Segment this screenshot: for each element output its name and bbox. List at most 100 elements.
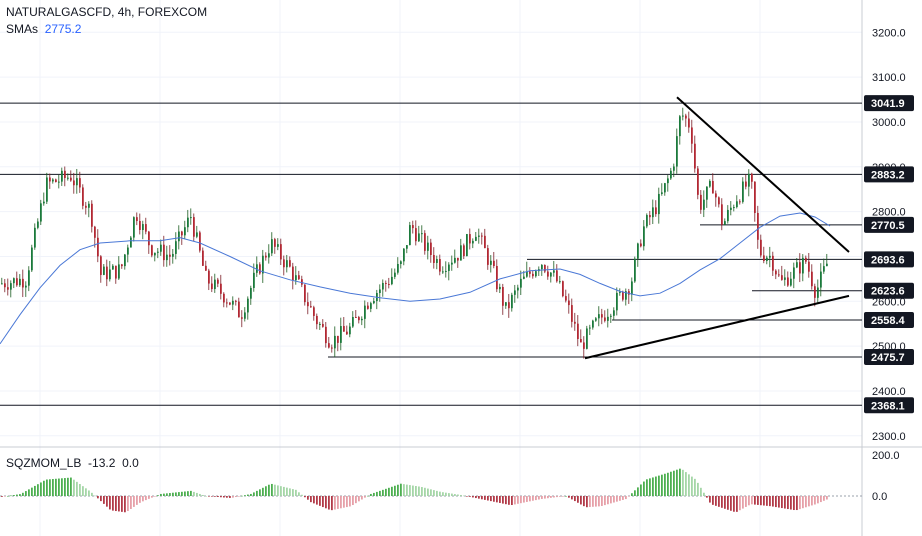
chart-legend: NATURALGASCFD, 4h, FOREXCOM SMAs 2775.2 [6,5,207,36]
candle [364,300,366,329]
candle [613,307,615,321]
candle [451,255,453,271]
candle [163,235,165,267]
candle [13,277,15,289]
candle [637,242,639,267]
hist-bar [742,496,744,509]
candle [259,262,261,275]
candle-body [199,232,201,251]
candle-body [718,197,720,205]
hist-bar [340,496,342,509]
candle-body [358,317,360,321]
candle-body [337,335,339,343]
candle-body [247,298,249,313]
hist-bar [82,486,84,496]
candle [430,238,432,263]
hist-bar [97,496,99,499]
candle [127,244,129,263]
candle-body [52,179,54,182]
price-tick-label: 3100.0 [872,72,906,84]
candle-body [649,215,651,218]
hist-bar [247,494,249,496]
hist-bar [802,496,804,509]
candle-body [241,317,243,319]
candle-body [367,305,369,309]
hist-bar [466,496,468,497]
hist-bar [316,496,318,505]
hist-bar [310,496,312,503]
candle [268,244,270,264]
candle [28,266,30,292]
candle [217,277,219,288]
candle-body [730,207,732,210]
candle [448,262,450,281]
hist-bar [208,496,210,497]
hist-bar [757,496,759,505]
candle-body [313,307,315,316]
candle-body [463,245,465,257]
hist-bar [325,496,327,509]
candle-body [271,239,273,254]
candle-body [163,244,165,261]
candle-body [574,321,576,324]
candle-body [784,277,786,280]
hist-bar [70,477,72,496]
hist-bar [259,489,261,496]
candle-body [94,226,96,238]
level-badge-label: 2693.6 [871,254,905,266]
candle [694,135,696,173]
momentum-histogram [0,468,862,513]
candle [604,310,606,323]
hist-bar [181,491,183,496]
candle [790,271,792,287]
candle [424,230,426,255]
candle [718,196,720,208]
candle [94,225,96,248]
hist-bar [241,495,243,497]
candle [811,264,813,290]
hist-bar [460,494,462,496]
hist-bar [94,495,96,497]
symbol-title: NATURALGASCFD, 4h, FOREXCOM [6,5,208,19]
candle-body [61,170,63,182]
hist-bar [553,496,555,498]
candle-body [253,272,255,288]
candle-body [166,254,168,261]
candle-body [751,173,753,182]
candle-body [85,205,87,208]
candle-body [454,257,456,263]
hist-bar [595,496,597,507]
hist-bar [499,496,501,503]
candle-body [370,303,372,309]
candle-body [220,283,222,294]
candle-body [415,228,417,242]
candle [373,297,375,305]
momentum-tick-label: 200.0 [872,450,900,462]
candle-body [232,300,234,305]
candle [766,255,768,265]
candle-body [25,285,27,288]
hist-bar [142,496,144,502]
hist-bar [562,496,564,497]
hist-bar [28,489,30,496]
candle [667,175,669,192]
hist-bar [631,493,633,496]
candle [526,261,528,278]
candle-body [475,236,477,241]
level-badge-label: 3041.9 [871,98,905,110]
candle-body [328,343,330,348]
candle-body [598,314,600,319]
hist-bar [283,486,285,496]
candle [577,315,579,347]
level-badge [864,251,914,268]
hist-bar [616,496,618,502]
candle-body [679,116,681,137]
hist-bar [475,496,477,499]
candle-body [703,199,705,210]
candle-body [544,265,546,272]
hist-bar [127,496,129,512]
level-badge [864,282,914,299]
candle [241,310,243,328]
candle-body [106,266,108,280]
